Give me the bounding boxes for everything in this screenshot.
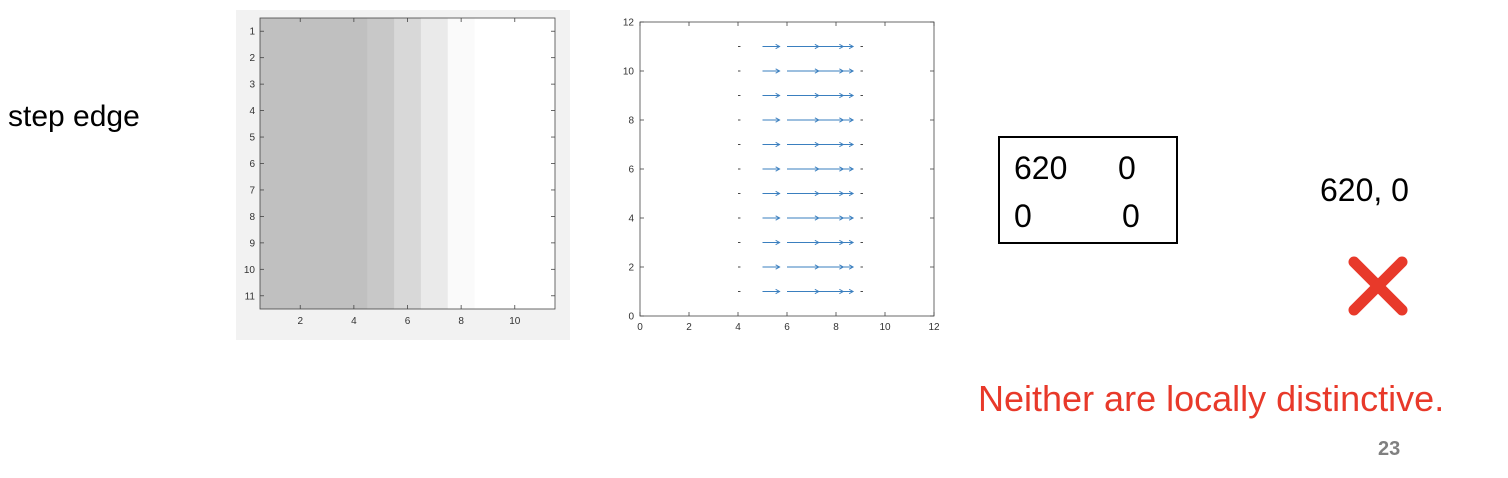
gradient-arrow-head	[848, 117, 855, 123]
heatmap-cell	[367, 18, 395, 309]
x-tick-label: 6	[405, 316, 411, 327]
row-label: step edge	[8, 100, 140, 133]
x-tick-label: 4	[735, 322, 741, 333]
x-tick-label: 4	[351, 316, 357, 327]
gradient-arrow-head	[775, 239, 781, 246]
verdict-text: Neither are locally distinctive.	[978, 378, 1445, 419]
y-tick-label: 8	[249, 212, 255, 223]
x-tick-label: 2	[297, 316, 303, 327]
matrix-cell-r1c1: 0	[1122, 198, 1140, 234]
y-tick-label: 7	[249, 185, 255, 196]
x-tick-label: 8	[833, 322, 839, 333]
y-tick-label: 5	[249, 133, 255, 144]
y-tick-label: 6	[249, 159, 255, 170]
heatmap-cell	[474, 18, 502, 309]
matrix-cell-r1c0: 0	[1014, 198, 1032, 234]
y-tick-label: 2	[249, 53, 255, 64]
gradient-arrow-head	[775, 117, 781, 123]
red-x-icon	[1348, 256, 1408, 316]
gradient-arrow-head	[848, 92, 855, 99]
gradient-arrow-head	[775, 166, 781, 172]
x-tick-label: 0	[637, 322, 643, 333]
gradient-arrow-head	[848, 141, 855, 148]
x-tick-label: 6	[784, 322, 790, 333]
gradient-quiver-plot: 0 2 4 6 8 10 12 0 2 4 6 8 10 12	[623, 18, 940, 334]
heatmap-cell	[340, 18, 368, 309]
gradient-arrow-head	[775, 264, 781, 270]
heatmap-cell	[286, 18, 315, 309]
y-tick-label: 3	[249, 80, 255, 91]
y-tick-label: 1	[249, 27, 255, 38]
x-tick-label: 10	[879, 322, 891, 333]
x-tick-label: 2	[686, 322, 692, 333]
gradient-arrow-head	[775, 68, 781, 74]
y-tick-label: 9	[249, 238, 255, 249]
y-tick-label: 4	[249, 106, 255, 117]
x-tick-label: 12	[928, 322, 940, 333]
gradient-arrow-head	[848, 288, 855, 295]
heatmap-cell	[260, 18, 288, 309]
gradient-arrow-head	[848, 68, 855, 74]
heatmap-cell	[447, 18, 476, 309]
gradient-arrow-head	[775, 288, 781, 295]
page-number: 23	[1378, 438, 1401, 460]
y-tick-label: 6	[628, 165, 634, 176]
heatmap-cell	[313, 18, 341, 309]
eigenvalues-text: 620, 0	[1320, 172, 1409, 208]
gradient-arrow-head	[775, 141, 781, 148]
gradient-arrow-head	[775, 43, 781, 50]
y-tick-label: 10	[244, 265, 256, 276]
heatmap-cell	[528, 18, 556, 309]
matrix-cell-r0c1: 0	[1118, 150, 1136, 186]
gradient-arrow-head	[848, 166, 855, 172]
matrix-cell-r0c0: 620	[1014, 150, 1068, 186]
y-tick-label: 12	[623, 18, 635, 29]
heatmap-cell	[394, 18, 422, 309]
gradient-arrow-head	[775, 92, 781, 99]
second-moment-matrix: 620 0 0 0	[998, 136, 1178, 244]
y-tick-label: 2	[628, 263, 634, 274]
y-tick-label: 0	[628, 312, 634, 323]
y-tick-label: 10	[623, 67, 635, 78]
x-tick-label: 10	[509, 316, 521, 327]
gradient-arrow-head	[848, 43, 855, 50]
y-tick-label: 11	[245, 291, 256, 302]
heatmap-cell	[420, 18, 449, 309]
gradient-arrow-head	[848, 264, 855, 270]
gradient-arrow-head	[775, 215, 781, 221]
heatmap-cell	[501, 18, 529, 309]
y-tick-label: 8	[628, 116, 634, 127]
gradient-arrow-head	[775, 190, 781, 197]
gradient-arrow-head	[848, 190, 855, 197]
gradient-arrow-head	[848, 239, 855, 246]
y-tick-label: 4	[628, 214, 634, 225]
x-tick-label: 8	[458, 316, 464, 327]
gradient-arrow-head	[848, 215, 855, 221]
